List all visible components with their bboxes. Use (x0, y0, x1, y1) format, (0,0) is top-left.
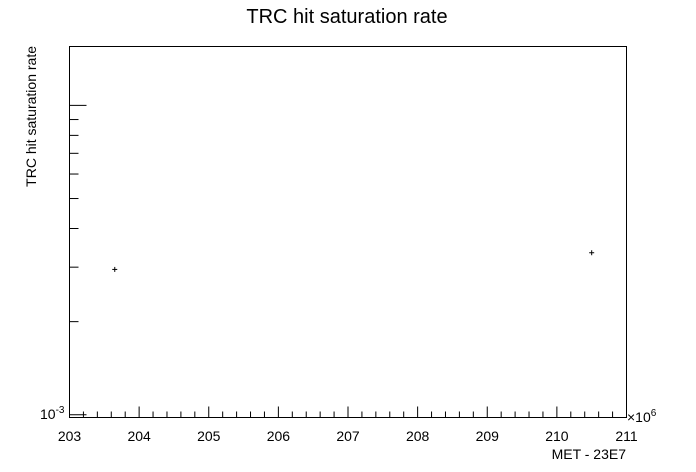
y-axis-tick-label-base: 10 (40, 406, 56, 422)
x-tick-label: 210 (545, 428, 569, 444)
x-tick-label: 211 (615, 428, 638, 444)
x-tick-label: 203 (58, 428, 82, 444)
data-points (112, 250, 595, 272)
x-axis-multiplier-exponent: 6 (651, 408, 657, 419)
x-axis-tick-labels: 203 204 205 206 207 208 209 210 211 (58, 428, 638, 444)
data-point (589, 250, 595, 256)
x-axis-multiplier: ×106 (627, 408, 657, 425)
y-axis-tick-label-exponent: -3 (56, 405, 65, 416)
x-tick-label: 205 (197, 428, 221, 444)
plot-frame (69, 46, 627, 418)
x-axis-ticks (69, 406, 627, 418)
y-axis-tick-label: 10-3 (40, 405, 65, 422)
x-tick-label: 206 (267, 428, 291, 444)
y-axis-label: TRC hit saturation rate (23, 46, 39, 187)
x-tick-label: 208 (406, 428, 430, 444)
x-tick-label: 209 (476, 428, 500, 444)
chart-title: TRC hit saturation rate (246, 6, 447, 28)
x-axis-multiplier-base: ×10 (627, 409, 651, 425)
y-axis-ticks (69, 104, 87, 416)
data-point (112, 266, 118, 272)
x-tick-label: 204 (127, 428, 151, 444)
x-tick-label: 207 (336, 428, 360, 444)
x-axis-label: MET - 23E7 (552, 446, 627, 462)
